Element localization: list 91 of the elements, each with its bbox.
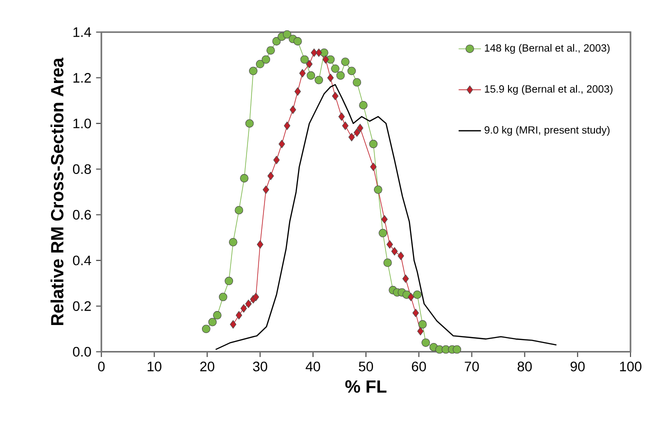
point (282, 30, 292, 39)
y-tick-label: 0.8 (72, 164, 91, 174)
point (336, 71, 345, 80)
point (272, 37, 281, 46)
point (290, 106, 296, 114)
y-tick-label: 0.0 (72, 346, 91, 357)
x-tick-label: 20 (200, 362, 214, 372)
legend-label: 15.9 kg (Bernal et al., 2003) (484, 85, 612, 95)
point (252, 292, 260, 302)
x-tick-label: 30 (252, 362, 268, 372)
x-tick-label: 10 (148, 362, 162, 372)
y-tick-label: 1.4 (73, 27, 92, 37)
y-axis-title: Relative RM Cross-Section Area (50, 58, 64, 326)
point (224, 276, 234, 286)
x-tick-label: 90 (570, 362, 585, 372)
legend-label: 9.0 kg (MRI, present study) (484, 126, 610, 136)
point (278, 140, 286, 148)
point (417, 327, 424, 336)
y-tick-label: 1.0 (73, 118, 91, 128)
point (369, 140, 378, 148)
point (249, 66, 258, 76)
point (306, 71, 316, 80)
point (352, 78, 362, 87)
point (356, 124, 364, 132)
point (408, 292, 414, 302)
point (262, 186, 270, 194)
point (213, 311, 222, 320)
point (256, 60, 264, 68)
y-tick-label: 0.2 (72, 301, 91, 312)
point (386, 240, 393, 249)
point (316, 48, 322, 57)
point (245, 119, 254, 128)
point (332, 92, 338, 100)
x-tick-label: 40 (306, 362, 320, 372)
point (218, 292, 228, 302)
point (348, 133, 355, 142)
point (266, 46, 275, 55)
point (370, 162, 377, 172)
point (378, 228, 388, 238)
point (240, 174, 248, 182)
point (391, 247, 398, 256)
point (374, 186, 382, 194)
point (413, 290, 422, 299)
point (236, 311, 242, 320)
x-tick-label: 70 (464, 362, 479, 372)
point (299, 69, 306, 78)
x-tick-label: 100 (620, 362, 642, 372)
point (300, 55, 309, 64)
y-tick-label: 1.2 (73, 73, 91, 83)
point (256, 240, 264, 249)
point (202, 324, 210, 334)
point (338, 112, 345, 121)
x-tick-label: 0 (98, 362, 105, 372)
point (267, 172, 274, 180)
y-tick-label: 0.4 (72, 256, 92, 266)
point (331, 64, 340, 73)
point (402, 274, 409, 283)
point (418, 320, 427, 329)
point (208, 318, 217, 326)
point (422, 338, 430, 347)
point (347, 66, 356, 76)
point (240, 304, 247, 313)
point (284, 122, 290, 130)
point (310, 48, 318, 57)
point (341, 58, 350, 66)
point (342, 122, 349, 130)
point (234, 206, 244, 214)
point (294, 87, 301, 96)
point (262, 55, 270, 64)
x-tick-label: 50 (358, 362, 374, 372)
point (273, 156, 280, 164)
point (322, 55, 329, 64)
legend-label: 148 kg (Bernal et al., 2003) (484, 44, 610, 54)
point (228, 238, 238, 246)
x-axis-title: % FL (345, 380, 386, 393)
point (452, 345, 462, 354)
point (314, 76, 324, 84)
point (230, 320, 236, 329)
point (412, 308, 419, 318)
y-tick-label: 0.6 (72, 210, 91, 220)
point (359, 101, 368, 110)
point (398, 252, 404, 260)
point (327, 74, 334, 82)
point (293, 37, 302, 46)
point (306, 60, 313, 68)
point (383, 258, 392, 267)
point (354, 128, 360, 137)
x-tick-label: 80 (518, 362, 532, 372)
point (381, 215, 388, 224)
point (245, 300, 252, 308)
x-tick-label: 60 (412, 362, 426, 372)
